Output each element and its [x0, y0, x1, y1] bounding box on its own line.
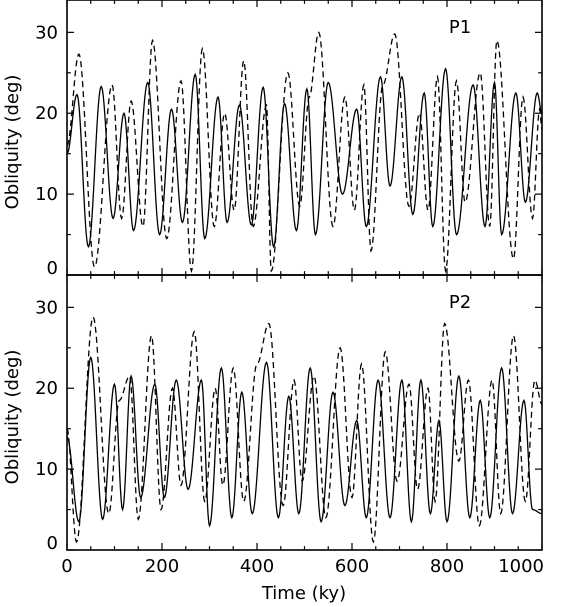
x-tick-label-p2-800: 800: [430, 556, 464, 577]
panel-p1: 0 10 20 30 P1 Obliquity (deg): [2, 0, 543, 279]
y-axis-label-p2: Obliquity (deg): [2, 350, 23, 485]
series-layer-p1: [66, 31, 543, 274]
x-axis-label: Time (ky): [261, 583, 346, 604]
y-tick-label-p2-10: 10: [35, 459, 58, 480]
tick-layer-p2: 0 10 20 30 0 200 400 600 800 1000: [35, 275, 544, 577]
y-axis-label-p1: Obliquity (deg): [2, 75, 23, 210]
x-tick-label-p2-0: 0: [61, 556, 72, 577]
y-tick-label-p2-0: 0: [47, 533, 58, 554]
x-tick-label-p2-400: 400: [240, 556, 274, 577]
series-line-dashed-p2: [66, 315, 543, 544]
series-line-dashed-p1: [66, 31, 543, 274]
y-tick-label-p2-30: 30: [35, 297, 58, 318]
x-tick-label-p2-600: 600: [335, 556, 369, 577]
y-tick-label-p2-20: 20: [35, 378, 58, 399]
y-tick-label-p1-0: 0: [47, 258, 58, 279]
plot-frame-p1: [66, 0, 543, 276]
panel-label-p2: P2: [449, 292, 471, 313]
tick-layer-p1: 0 10 20 30: [35, 0, 543, 279]
y-tick-label-p1-20: 20: [35, 103, 58, 124]
x-tick-label-p2-1000: 1000: [498, 556, 544, 577]
plot-frame-p2: [66, 274, 543, 551]
series-line-solid-p2: [66, 356, 543, 528]
x-tick-label-p2-200: 200: [145, 556, 179, 577]
y-tick-label-p1-30: 30: [35, 22, 58, 43]
series-layer-p2: [66, 315, 543, 544]
y-tick-label-p1-10: 10: [35, 184, 58, 205]
panel-p2: 0 10 20 30 0 200 400 600 800 1000 P2 Obliquity (d…: [2, 274, 544, 577]
panel-label-p1: P1: [449, 17, 471, 38]
